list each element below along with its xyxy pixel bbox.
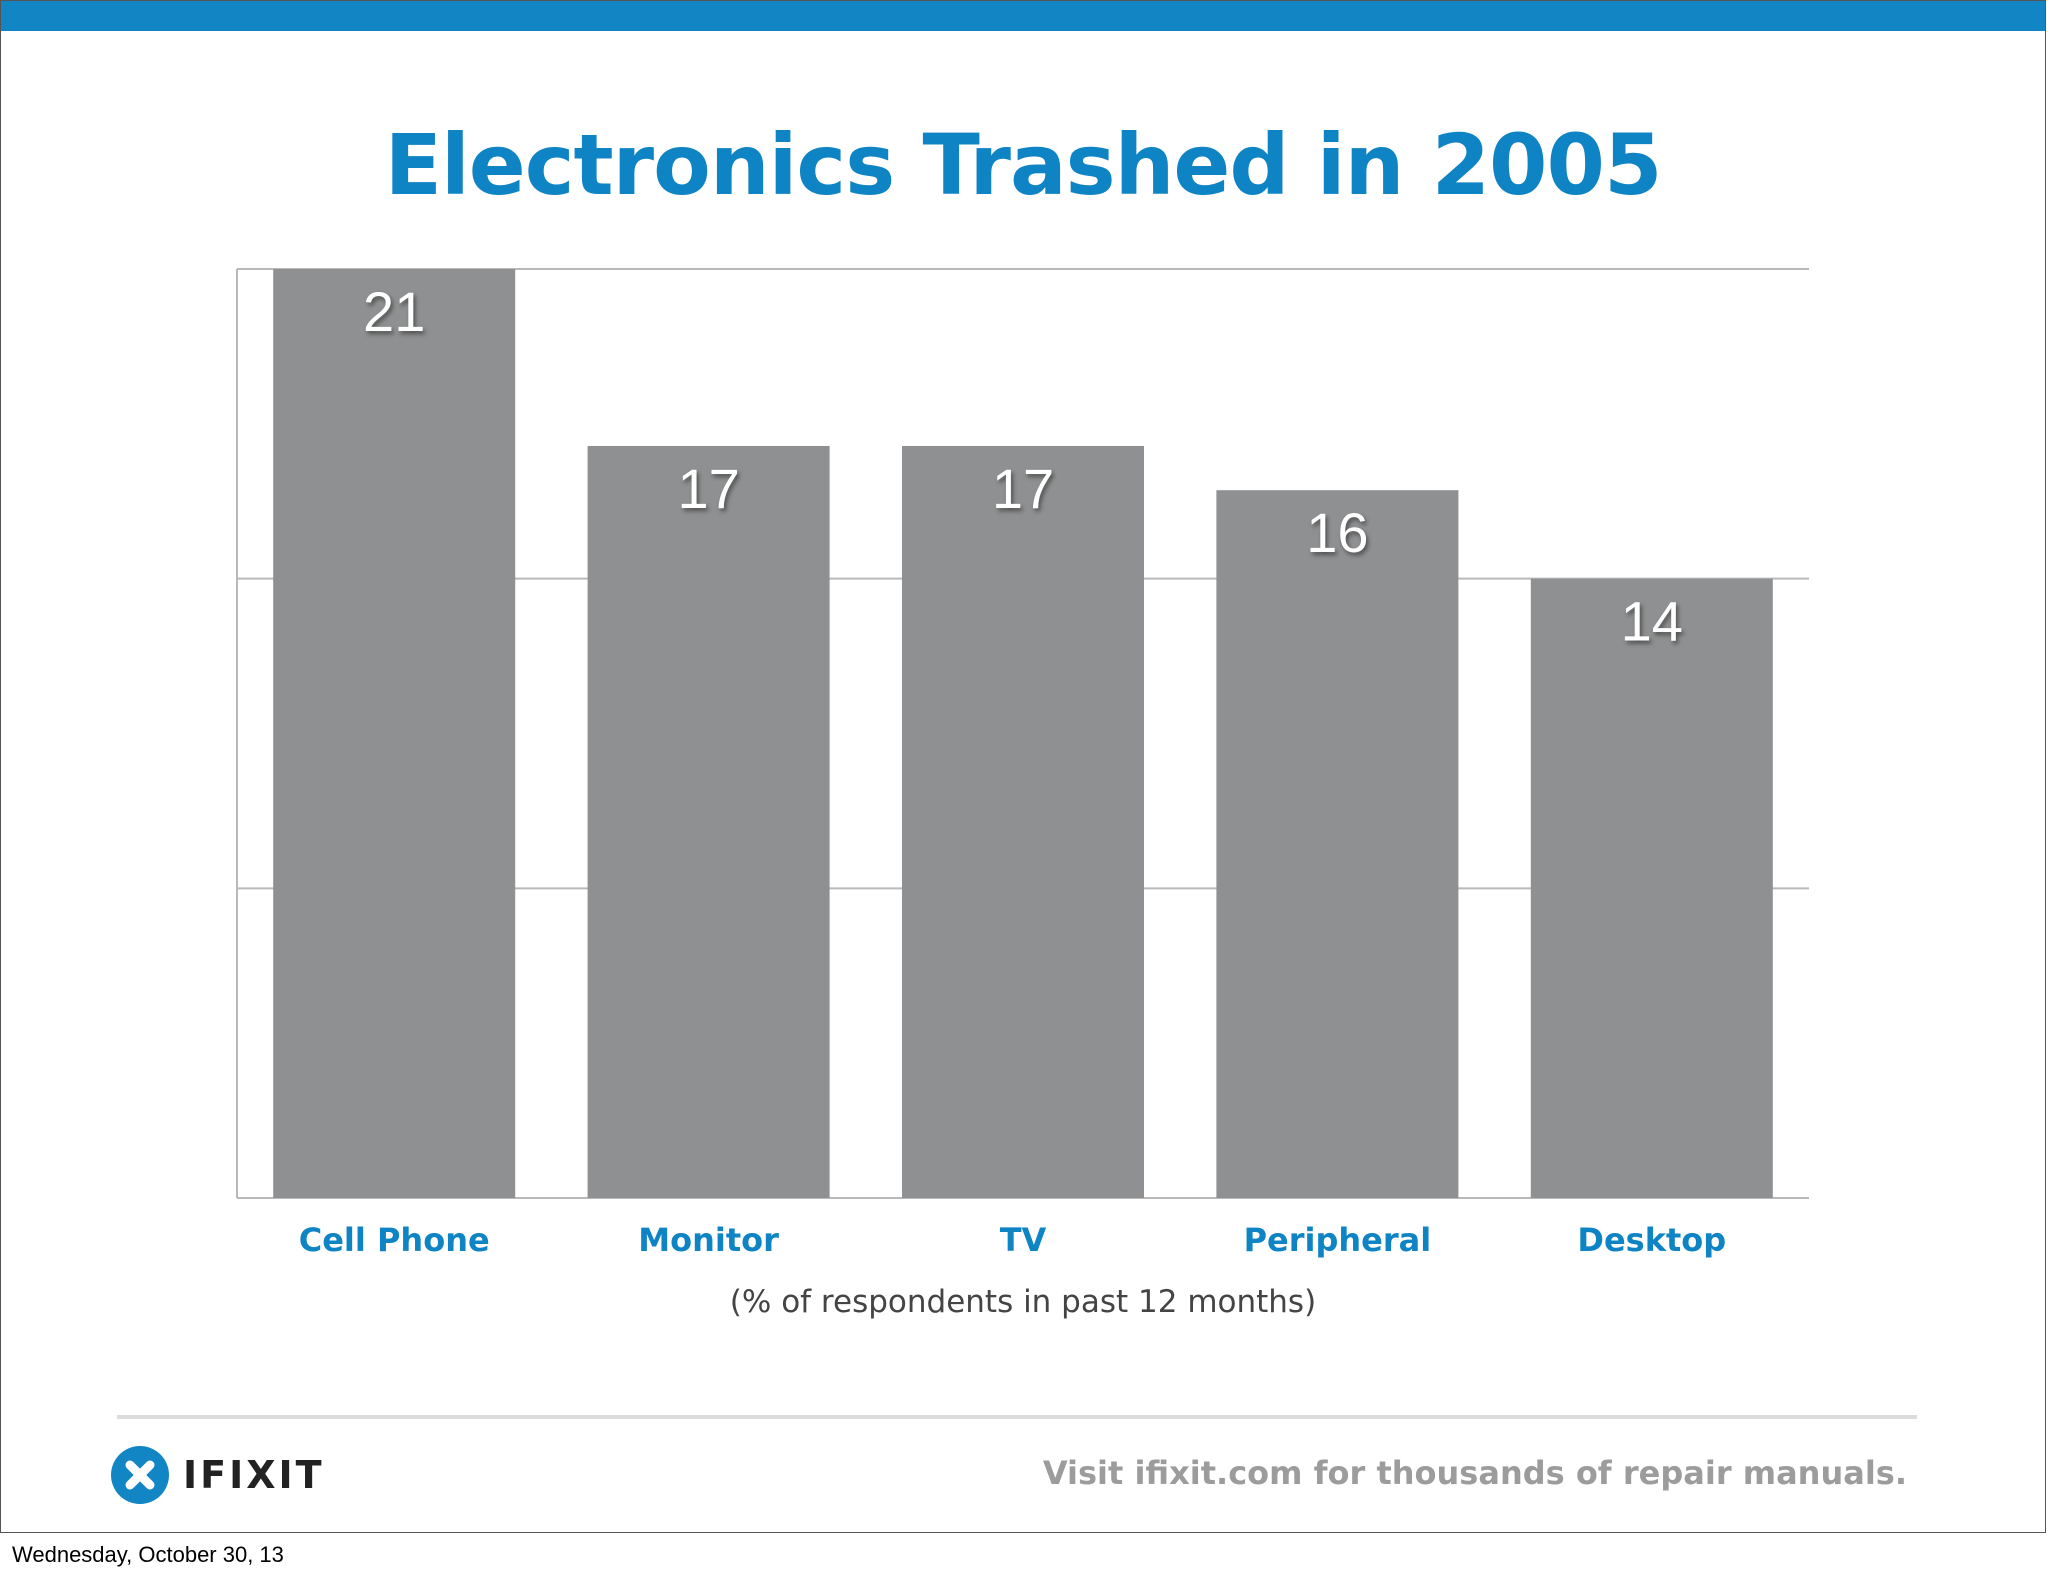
category-label: Peripheral [1244, 1221, 1432, 1259]
ifixit-logo: IFIXIT [111, 1445, 325, 1505]
category-label: Cell Phone [299, 1221, 490, 1259]
footer-divider [117, 1415, 1917, 1419]
chart-title: Electronics Trashed in 2005 [384, 116, 1663, 214]
ifixit-x-badge-icon [111, 1446, 169, 1504]
data-label: 14 [1621, 590, 1683, 653]
category-label: Desktop [1577, 1221, 1726, 1259]
bar-peripheral [1216, 490, 1459, 1198]
date-caption: Wednesday, October 30, 13 [12, 1542, 284, 1567]
footer-tagline: Visit ifixit.com for thousands of repair… [1042, 1454, 1907, 1492]
category-label: TV [1000, 1221, 1047, 1259]
data-label: 16 [1306, 501, 1368, 564]
x-axis-label: (% of respondents in past 12 months) [729, 1284, 1317, 1320]
data-label: 17 [992, 457, 1054, 520]
bar-monitor [587, 445, 830, 1198]
bar-desktop [1530, 578, 1773, 1198]
category-label: Monitor [638, 1221, 779, 1259]
bar-tv [902, 445, 1144, 1198]
bar-layer [273, 269, 1773, 1198]
top-accent-bar [1, 1, 2045, 31]
data-label: 21 [363, 280, 425, 343]
bar-chart: 21 17 17 16 14 Cell Phone Monitor TV Peripheral… [236, 268, 1809, 1259]
data-label-layer: 21 17 17 16 14 [363, 280, 1683, 653]
bar-cell-phone [273, 269, 516, 1198]
logo-wordmark: IFIXIT [183, 1453, 325, 1497]
category-label-layer: Cell Phone Monitor TV Peripheral Desktop [299, 1221, 1726, 1259]
slide: Electronics Trashed in 2005 21 17 17 16 14 C… [0, 0, 2046, 1533]
data-label: 17 [677, 457, 739, 520]
